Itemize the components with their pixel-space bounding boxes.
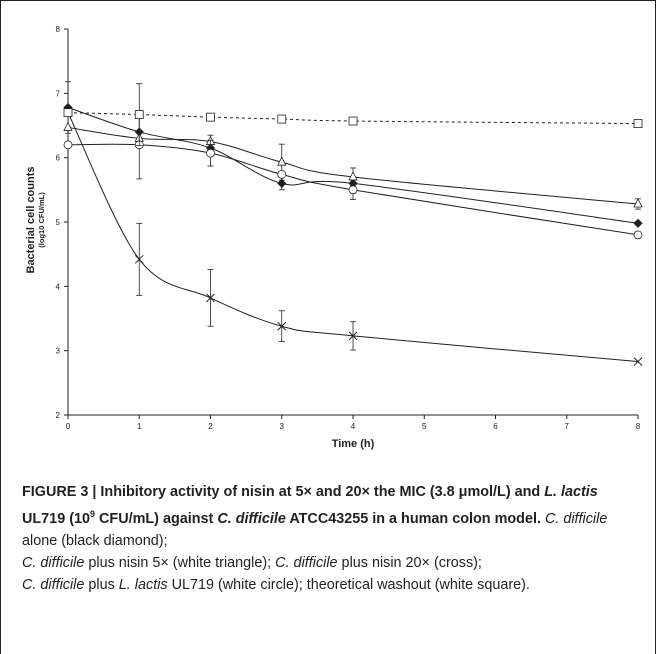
x-axis-label: Time (h) [332, 438, 375, 450]
y-tick-label: 7 [56, 89, 61, 98]
triangle-marker [348, 171, 358, 181]
circle-marker [348, 185, 358, 195]
caption-title-species: L. lactis [544, 484, 598, 500]
cross-marker [134, 254, 144, 264]
circle-marker [277, 169, 287, 179]
caption-title-exponent: 9 [90, 509, 96, 519]
caption-title-species: C. difficile [217, 510, 286, 527]
x-tick-label: 6 [493, 422, 498, 431]
circle-marker [206, 148, 215, 158]
x-tick-label: 7 [565, 422, 570, 431]
cross-marker [206, 293, 215, 303]
caption-text: plus nisin 5× (white triangle); [84, 554, 276, 571]
x-tick-label: 1 [137, 422, 142, 431]
y-tick-label: 6 [56, 154, 61, 163]
triangle-marker [63, 121, 73, 131]
y-tick-label: 5 [56, 218, 61, 227]
y-axis-unit: (log10 CFU/mL) [37, 192, 46, 248]
caption-title-part: Inhibitory activity of nisin at 5× and 2… [96, 484, 545, 500]
x-tick-label: 2 [208, 422, 213, 431]
x-tick-label: 0 [66, 422, 71, 431]
series-layer [63, 81, 643, 366]
x-tick-label: 3 [280, 422, 285, 431]
diamond-marker [633, 218, 643, 228]
square-marker [206, 112, 215, 122]
square-marker [277, 114, 287, 124]
square-marker [633, 119, 643, 128]
caption-title-part: UL719 (10 [22, 510, 90, 527]
x-tick-label: 8 [636, 422, 641, 431]
series-cross [63, 108, 643, 366]
diamond-marker [277, 178, 287, 188]
series-diamond-filled [63, 81, 643, 228]
cross-marker [348, 331, 358, 341]
caption-species: C. difficile [22, 576, 85, 593]
circle-marker [63, 140, 73, 150]
square-marker [348, 116, 358, 126]
y-tick-label: 8 [56, 25, 61, 34]
caption-species: C. difficile [544, 510, 608, 527]
series-line [67, 112, 639, 363]
caption-species: C. difficile [22, 554, 85, 571]
series-line [67, 112, 639, 125]
caption-title-part: CFU/mL) against [95, 510, 218, 527]
cross-marker [277, 321, 287, 331]
y-axis-label: Bacterial cell counts [25, 167, 37, 274]
y-tick-label: 4 [56, 282, 61, 291]
square-marker [134, 110, 144, 119]
cross-marker [633, 357, 643, 366]
caption-text: alone (black diamond); [22, 532, 168, 549]
line-chart: 2 3 4 5 6 7 8 0 1 2 3 4 5 6 7 8 Time (h) Bacterial cell… [25, 25, 643, 450]
triangle-marker [277, 156, 287, 166]
caption-text: UL719 (white circle); theoretical washou… [167, 576, 530, 593]
y-tick-label: 2 [56, 411, 61, 420]
figure-label: FIGURE 3 | [22, 484, 97, 500]
triangle-marker [633, 198, 643, 208]
figure-caption: FIGURE 3 | Inhibitory activity of nisin … [22, 481, 644, 596]
series-square-open [63, 83, 643, 146]
axes: 2 3 4 5 6 7 8 0 1 2 3 4 5 6 7 8 [56, 25, 641, 431]
square-marker [63, 108, 73, 118]
caption-species: C. difficile [275, 554, 338, 571]
caption-text: plus [84, 576, 119, 593]
y-tick-label: 3 [56, 347, 61, 356]
circle-marker [633, 230, 643, 240]
caption-species: L. lactis [118, 576, 168, 593]
x-tick-label: 4 [351, 422, 356, 431]
x-tick-label: 5 [422, 422, 427, 431]
caption-text: plus nisin 20× (cross); [337, 554, 482, 571]
caption-title-part: ATCC43255 in a human colon model. [285, 510, 541, 527]
